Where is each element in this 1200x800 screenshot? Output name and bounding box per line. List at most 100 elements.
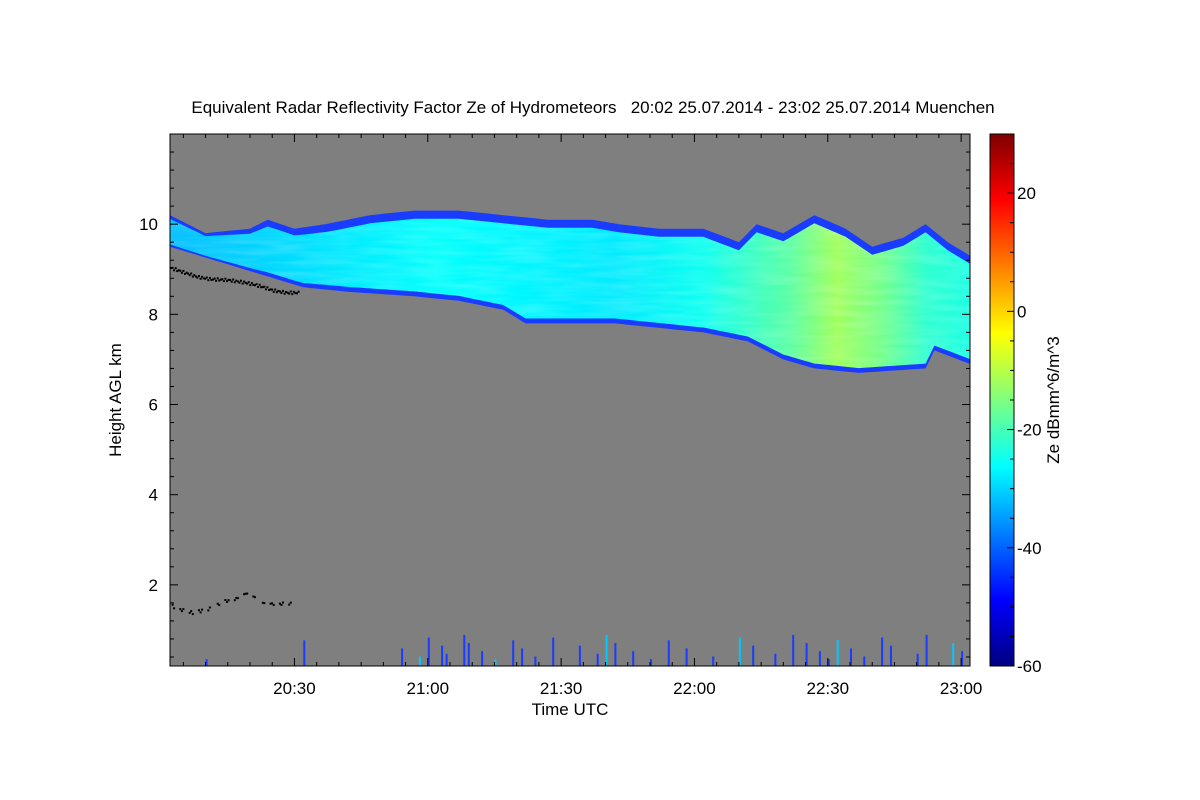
x-tick-label: 21:30: [540, 679, 583, 698]
colorbar-label: Ze dBmm^6/m^3: [1044, 336, 1063, 463]
clutter-mark: [418, 656, 421, 666]
ceilometer-lower-dot: [198, 609, 200, 612]
ceilometer-lower-dot: [261, 601, 264, 604]
ceilometer-upper-dot: [274, 288, 277, 291]
ceilometer-upper-dot: [210, 278, 213, 281]
clutter-mark: [596, 653, 599, 666]
ceilometer-upper-dot: [261, 286, 264, 289]
clutter-mark: [890, 645, 892, 666]
ceilometer-upper-dot: [222, 280, 225, 283]
clutter-mark: [303, 640, 306, 666]
ceilometer-lower-dot: [254, 596, 256, 599]
ceilometer-upper-dot: [282, 289, 284, 292]
ceilometer-upper-dot: [291, 293, 294, 296]
ceilometer-lower-dot: [171, 603, 174, 606]
x-tick-label: 23:00: [940, 679, 983, 698]
ceilometer-lower-dot: [252, 595, 255, 598]
ceilometer-lower-dot: [179, 608, 182, 611]
colorbar-tick-label: -60: [1017, 657, 1042, 676]
clutter-mark: [863, 656, 866, 666]
clutter-mark: [752, 645, 755, 666]
clutter-mark: [827, 659, 830, 666]
clutter-mark: [614, 643, 617, 666]
colorbar-tick-label: -40: [1017, 539, 1042, 558]
clutter-mark: [512, 640, 515, 666]
ceilometer-lower-dot: [272, 604, 275, 606]
ceilometer-upper-dot: [258, 283, 261, 286]
ceilometer-upper-dot: [196, 276, 199, 279]
y-axis-label: Height AGL km: [106, 343, 125, 457]
ceilometer-lower-dot: [269, 602, 272, 605]
clutter-mark: [712, 656, 715, 666]
ceilometer-upper-dot: [275, 291, 278, 294]
clutter-mark: [441, 645, 444, 666]
ceilometer-upper-dot: [297, 290, 300, 293]
ceilometer-upper-dot: [240, 279, 242, 282]
ceilometer-upper-dot: [179, 269, 182, 272]
ceilometer-upper-dot: [243, 280, 246, 283]
ceilometer-upper-dot: [266, 286, 269, 289]
ceilometer-upper-dot: [268, 289, 270, 291]
ceilometer-upper-dot: [221, 278, 224, 281]
ceilometer-upper-dot: [271, 288, 274, 291]
ceilometer-upper-dot: [264, 288, 267, 291]
ceilometer-marks: [170, 266, 300, 616]
y-tick-label: 4: [149, 486, 158, 505]
ceilometer-upper-dot: [244, 281, 247, 284]
clutter-mark: [805, 643, 808, 666]
ceilometer-upper-dot: [230, 280, 233, 283]
chart-title: Equivalent Radar Reflectivity Factor Ze …: [191, 98, 995, 117]
clutter-mark: [961, 651, 964, 666]
ceilometer-lower-dot: [190, 610, 193, 613]
ceilometer-lower-dot: [216, 602, 219, 605]
y-tick-label: 2: [149, 576, 158, 595]
ceilometer-lower-dot: [271, 602, 274, 605]
x-axis-label: Time UTC: [532, 700, 609, 719]
plot-frame: [169, 133, 971, 667]
clutter-mark: [463, 634, 466, 666]
colorbar-tick-label: 20: [1017, 184, 1036, 203]
cloud-layer: [170, 210, 970, 373]
ceilometer-upper-dot: [188, 274, 191, 277]
ceilometer-upper-dot: [250, 282, 253, 285]
ceilometer-upper-dot: [182, 269, 185, 272]
ceilometer-lower-dot: [235, 596, 238, 599]
x-tick-label: 21:00: [407, 679, 450, 698]
ceilometer-upper-dot: [269, 288, 272, 291]
clutter-mark: [881, 637, 884, 666]
ceilometer-upper-dot: [213, 277, 216, 280]
clutter-mark: [836, 640, 839, 666]
ceilometer-lower-dot: [289, 601, 292, 604]
clutter-mark: [850, 648, 852, 666]
ceilometer-upper-dot: [201, 275, 204, 278]
ceilometer-upper-dot: [288, 292, 291, 295]
ceilometer-upper-dot: [187, 272, 190, 275]
colorbar-ticks: -60 -40 -20 0 20: [1007, 163, 1042, 676]
ceilometer-upper-dot: [207, 279, 210, 282]
ceilometer-lower-dot: [199, 611, 202, 614]
cloud-texture: [170, 218, 970, 369]
ceilometer-upper-dot: [218, 279, 221, 282]
ceilometer-upper-dot: [191, 275, 194, 278]
ceilometer-upper-dot: [184, 272, 186, 275]
ceilometer-lower-dot: [173, 607, 176, 610]
ceilometer-upper-dot: [229, 279, 232, 281]
ceilometer-upper-dot: [173, 269, 176, 272]
ceilometer-upper-dot: [236, 280, 239, 283]
ceilometer-upper-dot: [255, 283, 258, 286]
x-axis: 20:30 21:00 21:30 22:00 22:30 23:00: [182, 134, 983, 698]
ceilometer-lower-dot: [208, 606, 211, 609]
clutter-mark: [818, 651, 821, 666]
ceilometer-upper-dot: [260, 286, 263, 289]
ceilometer-upper-dot: [224, 277, 227, 280]
ceilometer-lower-dot: [282, 601, 284, 604]
ceilometer-upper-dot: [212, 278, 214, 281]
y-tick-label: 10: [139, 215, 158, 234]
colorbar-tick-label: 0: [1017, 302, 1026, 321]
ceilometer-lower-dot: [288, 603, 291, 606]
clutter-mark: [445, 653, 448, 666]
ceilometer-lower-dot: [201, 608, 204, 611]
ceilometer-upper-dot: [286, 291, 289, 294]
ceilometer-upper-dot: [226, 280, 228, 283]
ceilometer-upper-dot: [272, 290, 275, 293]
